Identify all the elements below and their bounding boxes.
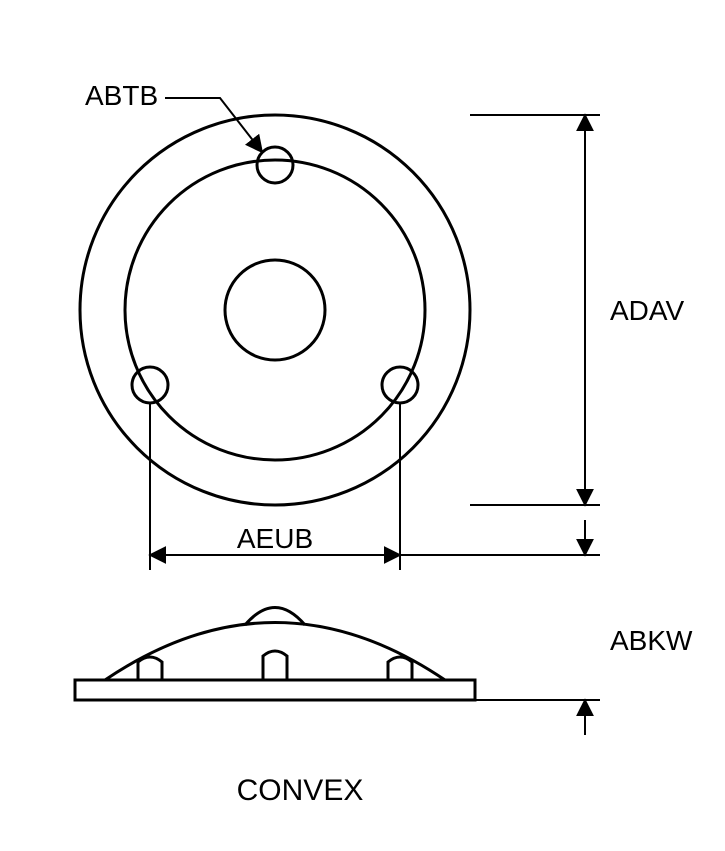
boss-left bbox=[138, 657, 162, 680]
boss-right bbox=[388, 657, 412, 680]
diagram-title: CONVEX bbox=[237, 774, 364, 807]
abkw-label: ABKW bbox=[610, 625, 693, 656]
dimension-adav: ADAV bbox=[470, 115, 684, 505]
adav-label: ADAV bbox=[610, 295, 684, 326]
top-view bbox=[80, 115, 470, 505]
dimension-aeub: AEUB bbox=[150, 403, 400, 570]
side-view bbox=[75, 608, 475, 701]
dimension-abkw: ABKW bbox=[395, 520, 693, 735]
bolt-hole-right bbox=[382, 367, 418, 403]
boss-center bbox=[263, 651, 287, 680]
convex-part-diagram: ADAV ABKW AEUB ABTB CONVEX bbox=[0, 0, 725, 851]
inner-circle bbox=[125, 160, 425, 460]
center-hub-circle bbox=[225, 260, 325, 360]
dimension-abtb: ABTB bbox=[85, 80, 262, 152]
abtb-label: ABTB bbox=[85, 80, 158, 111]
aeub-label: AEUB bbox=[237, 523, 313, 554]
outer-diameter-circle bbox=[80, 115, 470, 505]
bolt-hole-left bbox=[132, 367, 168, 403]
flange-base bbox=[75, 680, 475, 700]
bolt-hole-top bbox=[257, 147, 293, 183]
